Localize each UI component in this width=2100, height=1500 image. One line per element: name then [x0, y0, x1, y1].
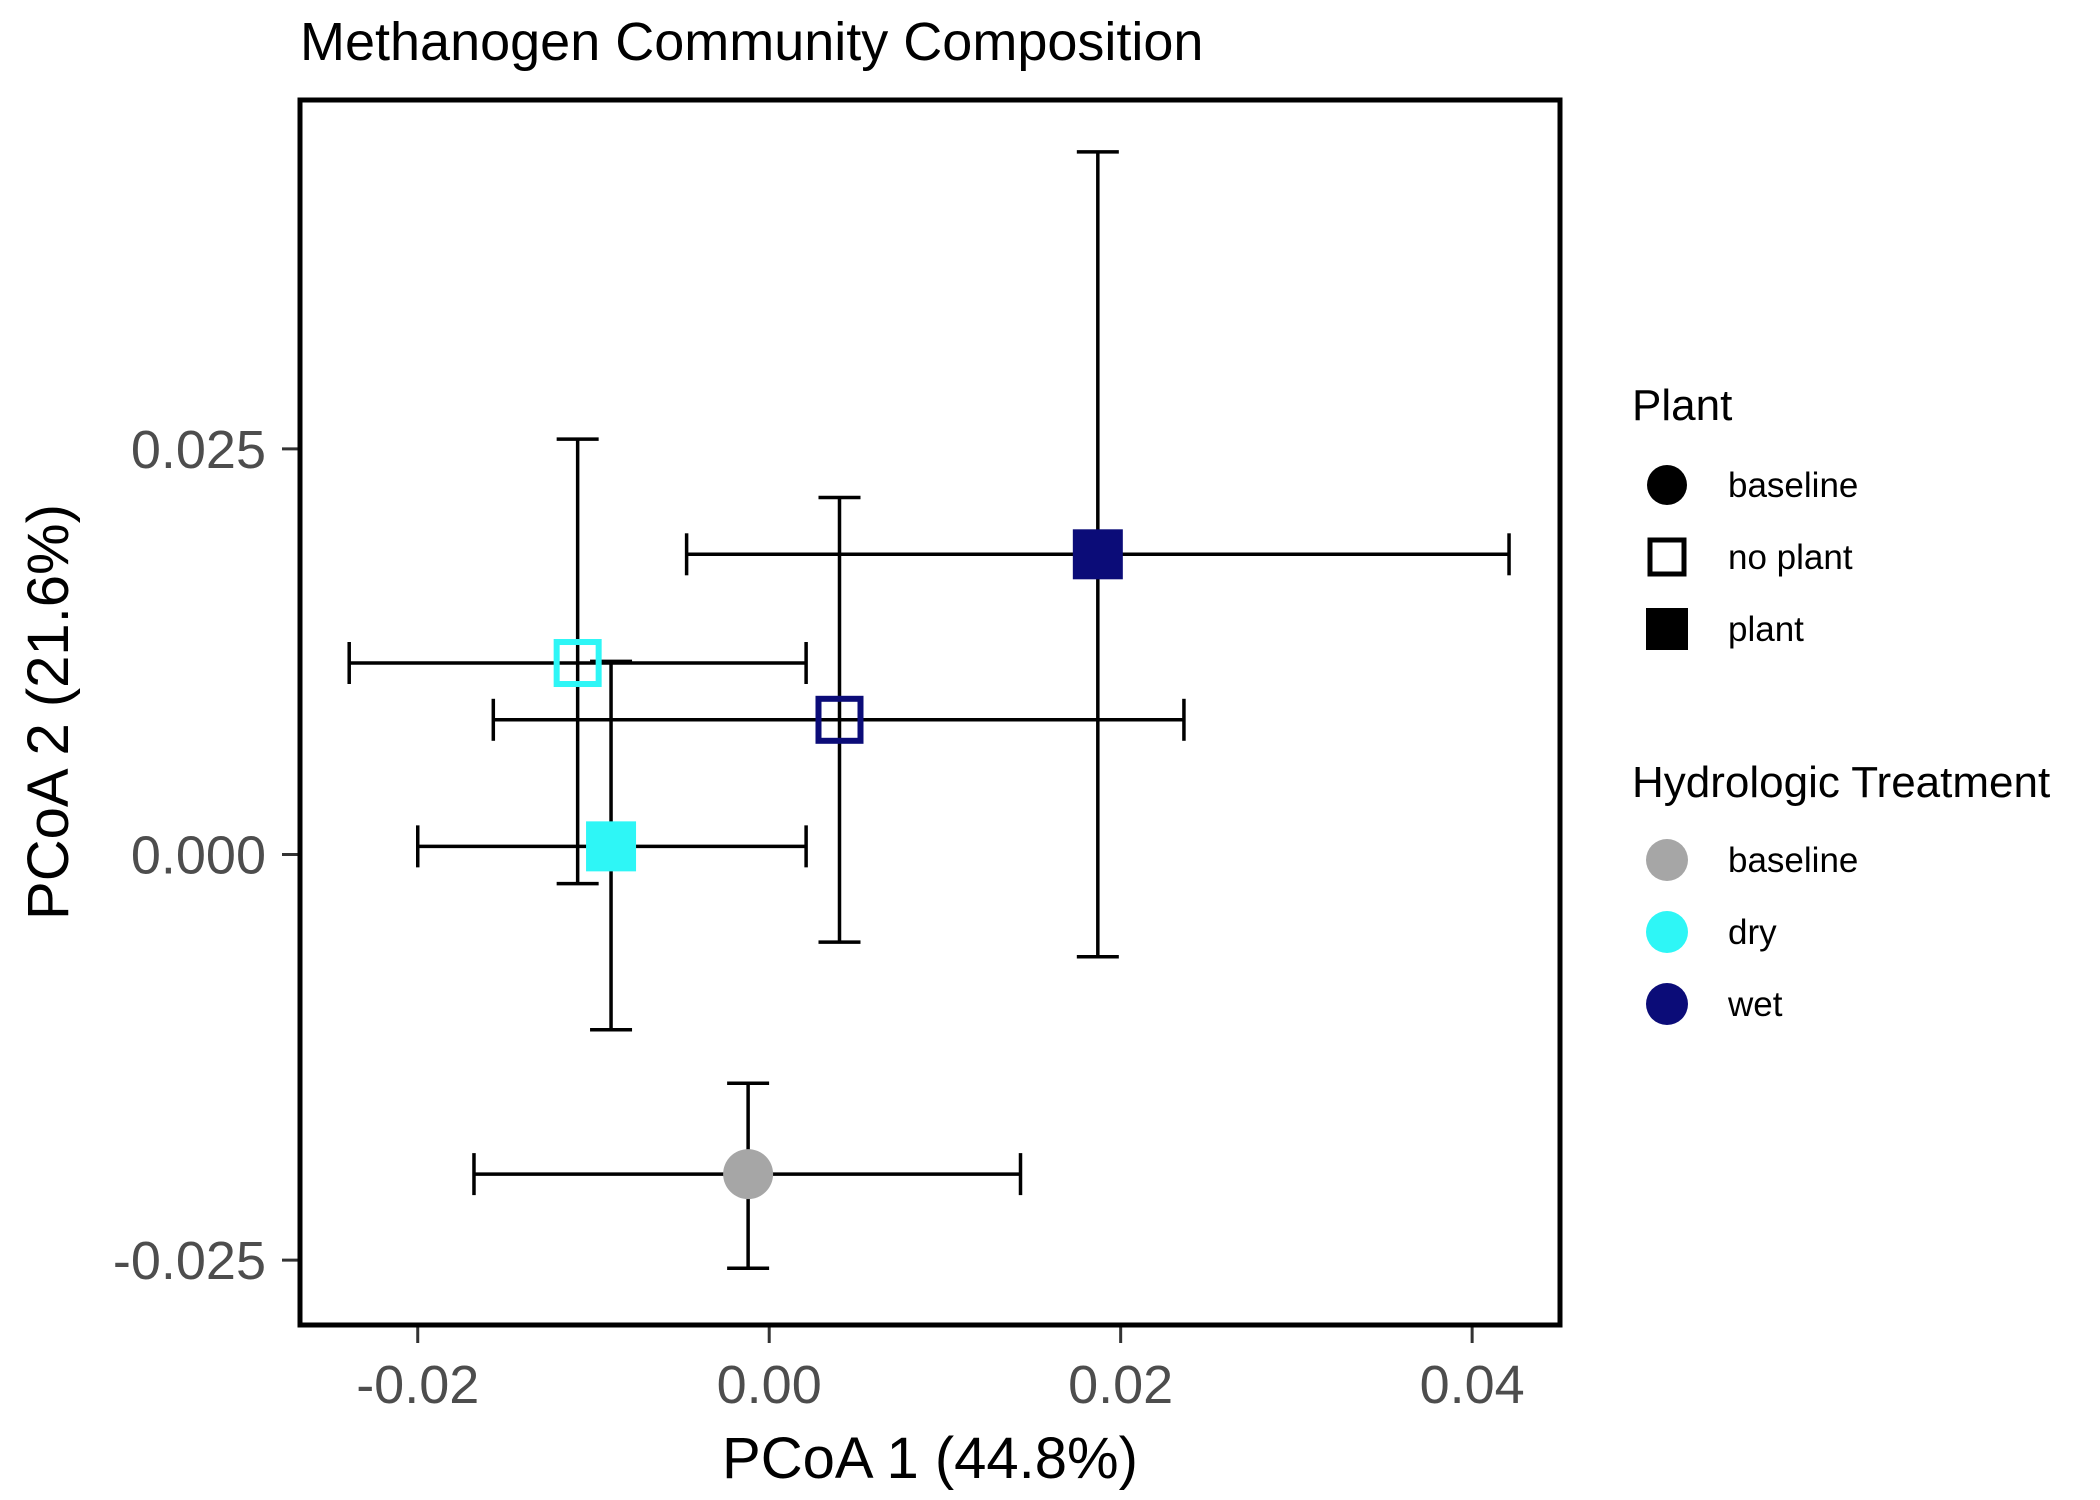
legend: Plant baseline no plant plant Hydrologic Tre… — [1632, 381, 2050, 1025]
chart-title: Methanogen Community Composition — [300, 12, 1203, 72]
legend-key-circle — [1647, 465, 1687, 505]
legend-key-square-open — [1647, 537, 1687, 577]
error-bars — [347, 150, 1511, 1270]
data-points — [553, 529, 1123, 1200]
x-tick-label: 0.02 — [1068, 1355, 1173, 1415]
axes: -0.02 0.00 0.02 0.04 -0.025 0.000 0.025 — [113, 420, 1525, 1415]
legend-label: dry — [1728, 913, 1777, 952]
y-tick-label: 0.025 — [131, 420, 266, 480]
legend-label: baseline — [1728, 841, 1858, 880]
data-point-square-filled — [1072, 529, 1123, 580]
data-point-square-open — [553, 639, 602, 688]
legend-title: Hydrologic Treatment — [1632, 758, 2050, 807]
legend-label: wet — [1727, 985, 1783, 1024]
legend-key-color — [1646, 983, 1688, 1025]
x-axis-title: PCoA 1 (44.8%) — [722, 1426, 1138, 1491]
legend-label: baseline — [1728, 466, 1858, 505]
y-tick-label: -0.025 — [113, 1231, 266, 1291]
data-point-circle — [723, 1149, 774, 1200]
x-tick-label: 0.00 — [717, 1355, 822, 1415]
data-point-square-filled — [586, 821, 637, 872]
legend-key-color — [1646, 839, 1688, 881]
plot-panel-border — [297, 97, 1563, 1328]
error-bar-group — [347, 437, 808, 886]
error-bar-group — [491, 495, 1186, 944]
data-point-square-open — [815, 695, 864, 744]
y-axis-title: PCoA 2 (21.6%) — [16, 504, 81, 920]
legend-title: Plant — [1632, 381, 1732, 430]
legend-label: no plant — [1728, 538, 1853, 577]
x-tick-label: -0.02 — [356, 1355, 479, 1415]
legend-key-color — [1646, 911, 1688, 953]
x-tick-label: 0.04 — [1420, 1355, 1525, 1415]
legend-label: plant — [1728, 610, 1804, 649]
y-tick-label: 0.000 — [131, 825, 266, 885]
legend-key-square-filled — [1646, 608, 1688, 650]
